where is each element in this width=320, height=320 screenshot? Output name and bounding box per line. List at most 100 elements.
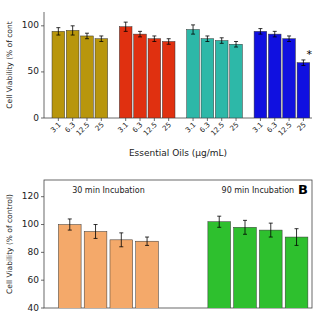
x-tick	[154, 118, 155, 121]
x-tick-label: 25	[228, 121, 240, 133]
y-tick-label: 100	[22, 219, 39, 229]
y-tick	[41, 252, 44, 253]
bar	[285, 237, 308, 308]
x-tick	[274, 118, 275, 121]
bar	[119, 27, 132, 118]
y-tick	[41, 71, 44, 72]
error-bar	[269, 223, 273, 237]
bar	[136, 241, 159, 308]
x-tick-label: 3.1	[49, 121, 63, 135]
error-bar	[243, 220, 247, 234]
panel-label: B	[298, 182, 308, 197]
bar	[95, 39, 108, 118]
plot-area	[58, 216, 307, 308]
y-tick-label: 50	[28, 66, 40, 76]
x-tick	[221, 118, 222, 121]
error-bar	[68, 219, 72, 230]
y-tick	[41, 280, 44, 281]
bar	[234, 227, 257, 308]
bar	[162, 41, 175, 118]
bar	[187, 30, 200, 118]
error-bar	[56, 28, 60, 35]
bar	[134, 34, 147, 118]
y-axis-line	[44, 12, 45, 118]
error-bar	[152, 36, 156, 42]
bar	[259, 230, 282, 308]
error-bar	[99, 36, 103, 42]
error-bar	[301, 60, 305, 66]
error-bar	[167, 39, 171, 45]
x-tick-label: 25	[161, 121, 173, 133]
error-bar	[119, 233, 123, 247]
error-bar	[85, 33, 89, 39]
y-tick-label: 80	[28, 247, 40, 257]
x-tick-label: 12.5	[142, 121, 159, 138]
error-bar	[138, 31, 142, 37]
bar	[110, 240, 133, 308]
bar	[52, 31, 65, 118]
error-bar	[295, 229, 299, 246]
y-tick-label: 120	[22, 191, 39, 201]
y-tick	[41, 308, 44, 309]
bar	[148, 39, 161, 118]
error-bar	[124, 22, 128, 31]
error-bar	[145, 237, 149, 245]
y-tick-label: 0	[33, 113, 39, 123]
y-axis-label: Cell Viability (% of cont	[5, 21, 14, 108]
bar	[283, 39, 296, 118]
error-bar	[94, 225, 98, 239]
chart-root: 050100Cell Viability (% of cont3.16.312.…	[0, 0, 320, 320]
x-tick-label: 25	[296, 121, 308, 133]
error-bar	[220, 38, 224, 44]
x-tick	[58, 118, 59, 121]
y-tick-label: 100	[22, 20, 39, 30]
x-tick	[168, 118, 169, 121]
x-tick	[125, 118, 126, 121]
error-bar	[287, 36, 291, 42]
x-tick-label: 12.5	[277, 121, 294, 138]
bar	[84, 231, 107, 308]
error-bar	[205, 36, 209, 42]
x-tick-label: 3.1	[251, 121, 265, 135]
x-tick	[236, 118, 237, 121]
error-bar	[234, 41, 238, 47]
x-tick-label: 25	[94, 121, 106, 133]
bar	[81, 36, 94, 118]
error-bar	[217, 216, 221, 227]
x-tick	[207, 118, 208, 121]
bar	[268, 34, 281, 118]
bar	[58, 225, 81, 308]
x-tick	[86, 118, 87, 121]
x-tick	[140, 118, 141, 121]
plot-area	[52, 22, 310, 118]
axes: 050100Cell Viability (% of cont3.16.312.…	[5, 12, 312, 158]
bar	[254, 31, 267, 118]
bar	[208, 222, 231, 308]
x-tick	[72, 118, 73, 121]
x-tick-label: 3.1	[184, 121, 198, 135]
error-bar	[273, 31, 277, 37]
y-tick	[41, 25, 44, 26]
x-tick	[289, 118, 290, 121]
x-tick	[303, 118, 304, 121]
y-tick	[41, 224, 44, 225]
x-axis-label: Essential Oils (μg/mL)	[129, 148, 227, 158]
y-axis-label: Cell Viability (% of control)	[5, 194, 14, 294]
y-tick-label: 40	[28, 303, 40, 313]
bar	[297, 63, 310, 118]
x-tick	[260, 118, 261, 121]
group-label: 90 min Incubation	[222, 186, 295, 195]
bar	[201, 39, 214, 118]
x-tick-label: 12.5	[209, 121, 226, 138]
error-bar	[71, 26, 75, 35]
annotation: *	[306, 48, 312, 61]
y-tick-label: 60	[28, 275, 40, 285]
x-tick	[101, 118, 102, 121]
x-tick-label: 12.5	[75, 121, 92, 138]
bar	[66, 30, 79, 118]
x-tick-label: 3.1	[117, 121, 131, 135]
bar	[215, 41, 228, 118]
y-tick	[41, 118, 44, 119]
group-label: 30 min Incubation	[72, 186, 145, 195]
y-tick	[41, 196, 44, 197]
